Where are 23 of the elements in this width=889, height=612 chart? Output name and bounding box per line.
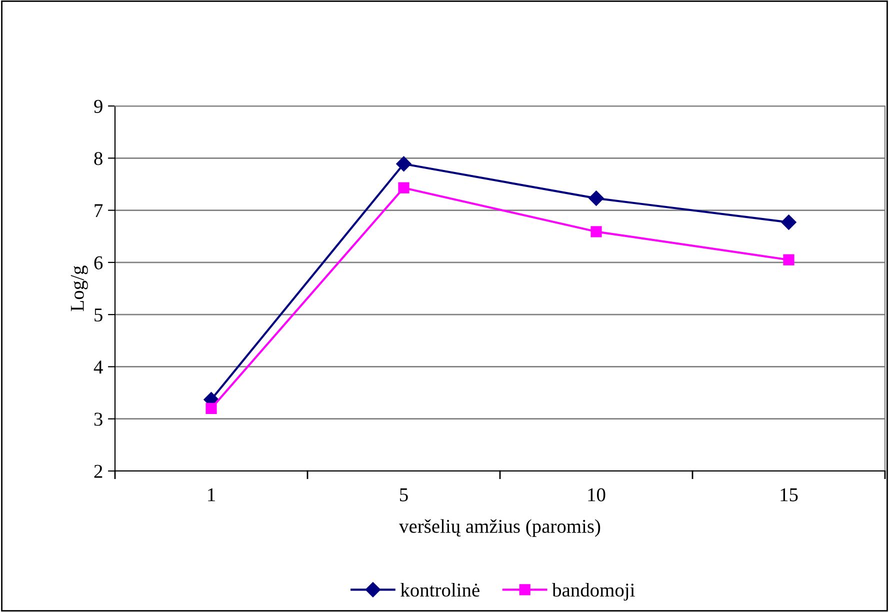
point <box>781 214 796 230</box>
x-tick-label: 5 <box>400 488 408 502</box>
point <box>783 254 794 266</box>
y-tick-label: 2 <box>94 464 102 478</box>
point <box>590 226 602 238</box>
y-tick-label: 9 <box>94 100 102 113</box>
y-tick-label: 8 <box>94 152 102 166</box>
x-tick-label: 10 <box>588 488 606 502</box>
y-tick-label: 6 <box>94 256 103 270</box>
x-axis-title: veršelių amžius (paromis) <box>399 519 600 537</box>
y-tick-label: 4 <box>94 360 103 374</box>
y-tick-label: 5 <box>94 308 102 322</box>
legend-label: kontrolinė <box>400 582 480 597</box>
point <box>588 190 604 206</box>
y-tick-label: 7 <box>94 204 103 218</box>
point <box>396 156 412 172</box>
x-tick-label: 15 <box>780 488 798 502</box>
y-axis-title: Log/g <box>70 266 88 312</box>
x-tick-label: 1 <box>208 488 215 502</box>
point <box>206 402 217 414</box>
y-tick-label: 3 <box>94 412 102 426</box>
legend-label: bandomoji <box>552 582 635 601</box>
point <box>398 182 410 194</box>
